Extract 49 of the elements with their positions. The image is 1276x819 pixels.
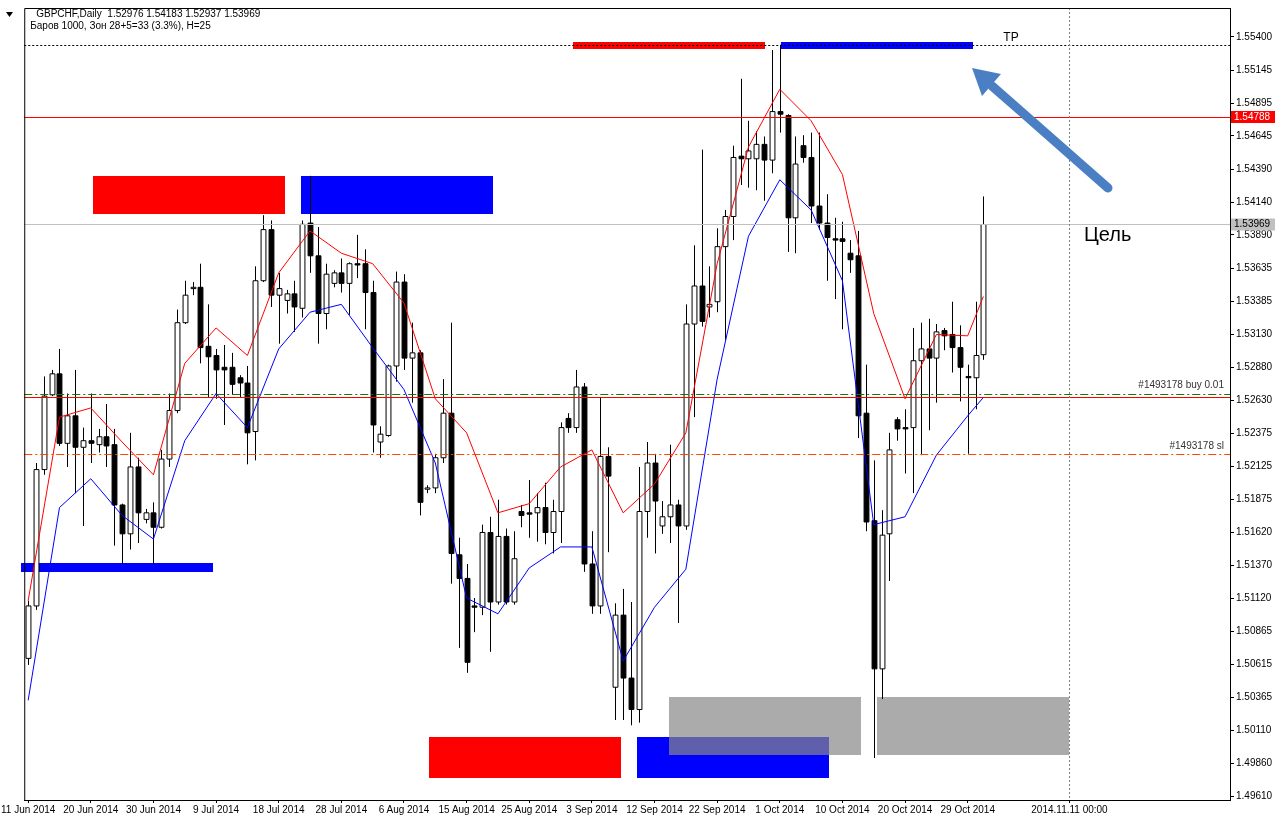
ref-line-label: TP bbox=[1003, 30, 1019, 45]
y-tick-label: 1.53635 bbox=[1236, 262, 1273, 274]
y-tick-label: 1.54895 bbox=[1236, 96, 1273, 108]
x-tick-label: 1 Oct 2014 bbox=[755, 803, 805, 815]
y-tick-label: 1.54390 bbox=[1236, 163, 1273, 175]
y-tick-label: 1.53130 bbox=[1236, 328, 1273, 340]
y-tick-label: 1.50110 bbox=[1236, 724, 1272, 736]
x-tick-label: 25 Aug 2014 bbox=[501, 803, 558, 815]
text: Баров 1000, Зон 28+5=33 (3.3%), H=25 bbox=[30, 19, 212, 31]
annotation: Цель bbox=[1084, 223, 1132, 246]
x-tick-label: 10 Oct 2014 bbox=[815, 803, 871, 815]
x-tick-label: 28 Jul 2014 bbox=[315, 803, 368, 815]
y-tick-label: 1.50615 bbox=[1236, 658, 1273, 670]
y-tick-label: 1.51620 bbox=[1236, 526, 1273, 538]
y-tick-label: 1.51120 bbox=[1236, 591, 1272, 603]
ref-line-label: 1.54788 bbox=[1234, 110, 1271, 122]
x-tick-label: 9 Jul 2014 bbox=[192, 803, 240, 815]
x-tick-label: 2014.11.11 00:00 bbox=[1031, 803, 1109, 815]
y-tick-label: 1.49860 bbox=[1236, 757, 1273, 769]
y-tick-label: 1.52630 bbox=[1236, 393, 1273, 405]
y-tick-label: 1.52880 bbox=[1236, 361, 1273, 373]
x-tick-label: 11 Jun 2014 bbox=[1, 803, 56, 815]
x-tick-label: 30 Jun 2014 bbox=[125, 803, 182, 815]
ref-line-label: 1.53969 bbox=[1234, 218, 1271, 230]
y-tick-label: 1.51875 bbox=[1236, 492, 1273, 504]
x-tick-label: 12 Sep 2014 bbox=[626, 803, 684, 815]
y-tick-label: 1.52375 bbox=[1236, 427, 1273, 439]
ref-line-label: #1493178 sl bbox=[1169, 439, 1224, 451]
chart-title: GBPCHF,Daily 1.52976 1.54183 1.52937 1.53969 bbox=[36, 7, 261, 19]
x-tick-label: 18 Jul 2014 bbox=[252, 803, 305, 815]
y-tick-label: 1.50865 bbox=[1236, 625, 1273, 637]
y-tick-label: 1.50365 bbox=[1236, 690, 1273, 702]
x-tick-label: 6 Aug 2014 bbox=[378, 803, 430, 815]
ref-line-label: #1493178 buy 0.01 bbox=[1138, 379, 1225, 391]
y-tick-label: 1.52125 bbox=[1236, 460, 1273, 472]
y-tick-label: 1.53890 bbox=[1236, 228, 1273, 240]
x-tick-label: 20 Jun 2014 bbox=[63, 803, 119, 815]
x-tick-label: 3 Sep 2014 bbox=[566, 803, 618, 815]
y-tick-label: 1.55145 bbox=[1236, 64, 1273, 76]
x-tick-label: 29 Oct 2014 bbox=[940, 803, 996, 815]
y-tick-label: 1.55400 bbox=[1236, 30, 1273, 42]
y-tick-label: 1.49610 bbox=[1236, 789, 1273, 801]
y-tick-label: 1.54140 bbox=[1236, 195, 1273, 207]
x-tick-label: 22 Sep 2014 bbox=[688, 803, 746, 815]
x-tick-label: 20 Oct 2014 bbox=[877, 803, 933, 815]
x-tick-label: 15 Aug 2014 bbox=[438, 803, 496, 815]
y-tick-label: 1.54645 bbox=[1236, 129, 1273, 141]
y-tick-label: 1.53385 bbox=[1236, 294, 1273, 306]
y-tick-label: 1.51370 bbox=[1236, 559, 1273, 571]
